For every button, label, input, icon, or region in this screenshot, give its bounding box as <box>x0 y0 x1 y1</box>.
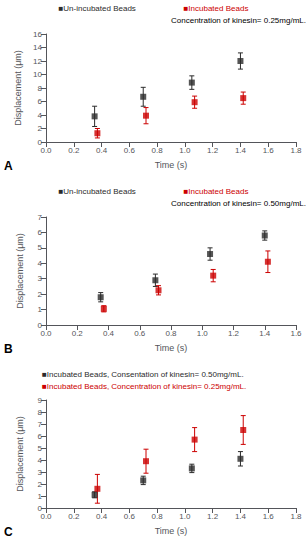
svg-text:Time (s): Time (s) <box>155 526 188 536</box>
svg-text:■Incubated Beads: ■Incubated Beads <box>184 187 249 196</box>
svg-text:Displacement (μm): Displacement (μm) <box>15 416 25 492</box>
svg-text:12: 12 <box>33 57 42 66</box>
svg-text:7: 7 <box>38 420 43 429</box>
svg-text:1.2: 1.2 <box>207 512 219 521</box>
svg-text:1.0: 1.0 <box>179 512 191 521</box>
svg-text:0.2: 0.2 <box>68 146 80 155</box>
svg-text:0.4: 0.4 <box>96 146 108 155</box>
svg-text:1.2: 1.2 <box>207 146 219 155</box>
svg-text:10: 10 <box>33 70 42 79</box>
svg-text:B: B <box>4 342 13 356</box>
svg-text:4: 4 <box>38 259 43 268</box>
svg-text:8: 8 <box>38 84 43 93</box>
svg-text:0: 0 <box>37 320 42 330</box>
svg-text:0.0: 0.0 <box>40 512 52 521</box>
svg-text:C: C <box>4 525 13 539</box>
svg-text:0.4: 0.4 <box>103 329 115 338</box>
svg-text:0.0: 0.0 <box>40 146 52 155</box>
svg-text:1.2: 1.2 <box>228 329 240 338</box>
svg-text:16: 16 <box>33 30 42 39</box>
svg-text:7: 7 <box>38 213 43 222</box>
svg-text:Displacement (μm): Displacement (μm) <box>15 233 25 309</box>
svg-text:2: 2 <box>38 480 43 489</box>
svg-text:0.6: 0.6 <box>134 329 146 338</box>
svg-text:0.0: 0.0 <box>40 329 52 338</box>
svg-text:Displacement (μm): Displacement (μm) <box>13 50 23 126</box>
svg-text:■Incubated Beads, Concentratio: ■Incubated Beads, Concentration of kines… <box>42 382 246 391</box>
svg-text:Time (s): Time (s) <box>155 343 188 353</box>
svg-text:0.2: 0.2 <box>68 512 80 521</box>
svg-text:Concentration of kinesin= 0.50: Concentration of kinesin= 0.50mg/mL. <box>171 199 306 208</box>
svg-text:3: 3 <box>38 274 43 283</box>
svg-text:9: 9 <box>38 396 43 405</box>
svg-text:6: 6 <box>38 432 43 441</box>
svg-text:A: A <box>4 159 13 173</box>
svg-text:1.8: 1.8 <box>290 512 302 521</box>
svg-text:0.8: 0.8 <box>165 329 177 338</box>
svg-text:6: 6 <box>38 97 43 106</box>
svg-text:3: 3 <box>38 468 43 477</box>
svg-text:4: 4 <box>38 111 43 120</box>
svg-text:Concentration of kinesin= 0.25: Concentration of kinesin= 0.25mg/mL. <box>171 16 306 25</box>
svg-text:14: 14 <box>33 43 42 52</box>
svg-text:0.4: 0.4 <box>96 512 108 521</box>
svg-text:8: 8 <box>38 408 43 417</box>
svg-text:1.4: 1.4 <box>235 146 247 155</box>
svg-text:■Incubated Beads, Consentation: ■Incubated Beads, Consentation of kinesi… <box>42 370 244 379</box>
svg-text:6: 6 <box>38 228 43 237</box>
svg-text:2: 2 <box>38 290 43 299</box>
svg-text:1.0: 1.0 <box>197 329 209 338</box>
svg-text:0: 0 <box>37 503 42 513</box>
svg-text:■Incubated Beads: ■Incubated Beads <box>184 4 249 13</box>
svg-text:1.6: 1.6 <box>290 329 302 338</box>
svg-text:Time (s): Time (s) <box>155 160 188 170</box>
svg-text:2: 2 <box>38 124 43 133</box>
svg-text:4: 4 <box>38 456 43 465</box>
svg-text:0.8: 0.8 <box>152 146 164 155</box>
svg-text:1.8: 1.8 <box>290 146 302 155</box>
svg-text:5: 5 <box>38 444 43 453</box>
svg-text:1.0: 1.0 <box>179 146 191 155</box>
svg-text:0: 0 <box>37 137 42 147</box>
svg-text:0.6: 0.6 <box>124 146 136 155</box>
svg-text:5: 5 <box>38 243 43 252</box>
svg-text:0.6: 0.6 <box>124 512 136 521</box>
svg-text:1.4: 1.4 <box>235 512 247 521</box>
svg-text:1.6: 1.6 <box>263 512 275 521</box>
svg-text:1.4: 1.4 <box>259 329 271 338</box>
svg-text:1.6: 1.6 <box>263 146 275 155</box>
svg-text:0.2: 0.2 <box>72 329 84 338</box>
svg-text:0.8: 0.8 <box>152 512 164 521</box>
svg-text:■Un-incubated Beads: ■Un-incubated Beads <box>59 187 136 196</box>
svg-text:■Un-incubated Beads: ■Un-incubated Beads <box>59 4 136 13</box>
svg-text:1: 1 <box>38 492 43 501</box>
svg-text:1: 1 <box>38 305 43 314</box>
